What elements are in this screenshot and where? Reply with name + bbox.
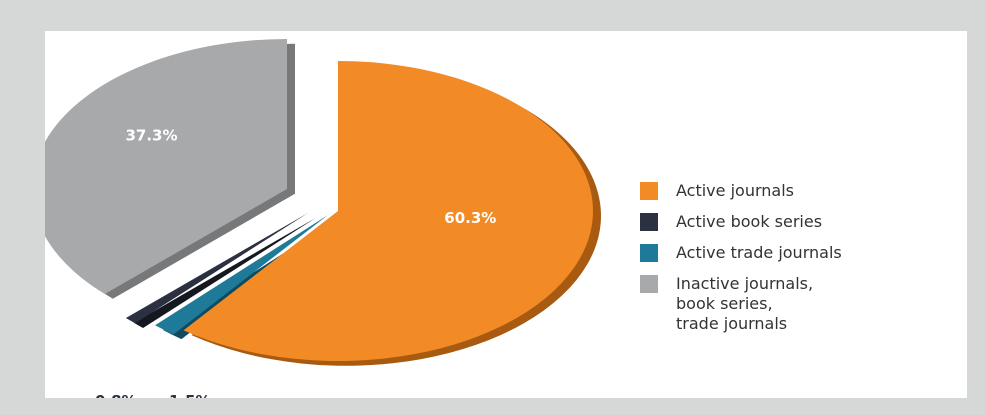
chart-legend: Active journals Active book series Active … — [640, 181, 916, 345]
pie-slice-active_book_series — [125, 213, 308, 324]
legend-label-inactive: Inactive journals, book series, trade jo… — [676, 274, 814, 333]
legend-swatch-active_trade_journals — [640, 244, 658, 262]
legend-item-inactive: Inactive journals, book series, trade jo… — [640, 274, 916, 334]
legend-item-active_journals: Active journals — [640, 181, 916, 201]
legend-item-active_trade_journals: Active trade journals — [640, 243, 916, 263]
pie-slice-active_trade_journals — [155, 215, 328, 335]
legend-swatch-active_book_series — [640, 213, 658, 231]
legend-swatch-active_journals — [640, 182, 658, 200]
pie-slice-depth-active_book_series — [133, 217, 316, 329]
legend-label-active_journals: Active journals — [676, 181, 794, 200]
legend-swatch-inactive — [640, 275, 658, 293]
pie-label-inactive: 37.3% — [125, 127, 177, 145]
pie-slice-active_journals — [183, 61, 593, 361]
legend-label-active_trade_journals: Active trade journals — [676, 243, 842, 262]
legend-label-active_book_series: Active book series — [676, 212, 823, 231]
chart-panel: 60.3%1.5%0.8%37.3% Active journalsActive… — [45, 31, 967, 398]
pie-slice-inactive — [45, 39, 287, 294]
pie-label-active_book_series: 0.8% — [95, 392, 137, 398]
pie-label-active_trade_journals: 1.5% — [169, 392, 211, 398]
pie-chart: 60.3% 1.5% 0.8% 37.3% — [45, 39, 601, 398]
legend-item-active_book_series: Active book series — [640, 212, 916, 232]
pie-label-active_journals: 60.3% — [444, 209, 496, 227]
